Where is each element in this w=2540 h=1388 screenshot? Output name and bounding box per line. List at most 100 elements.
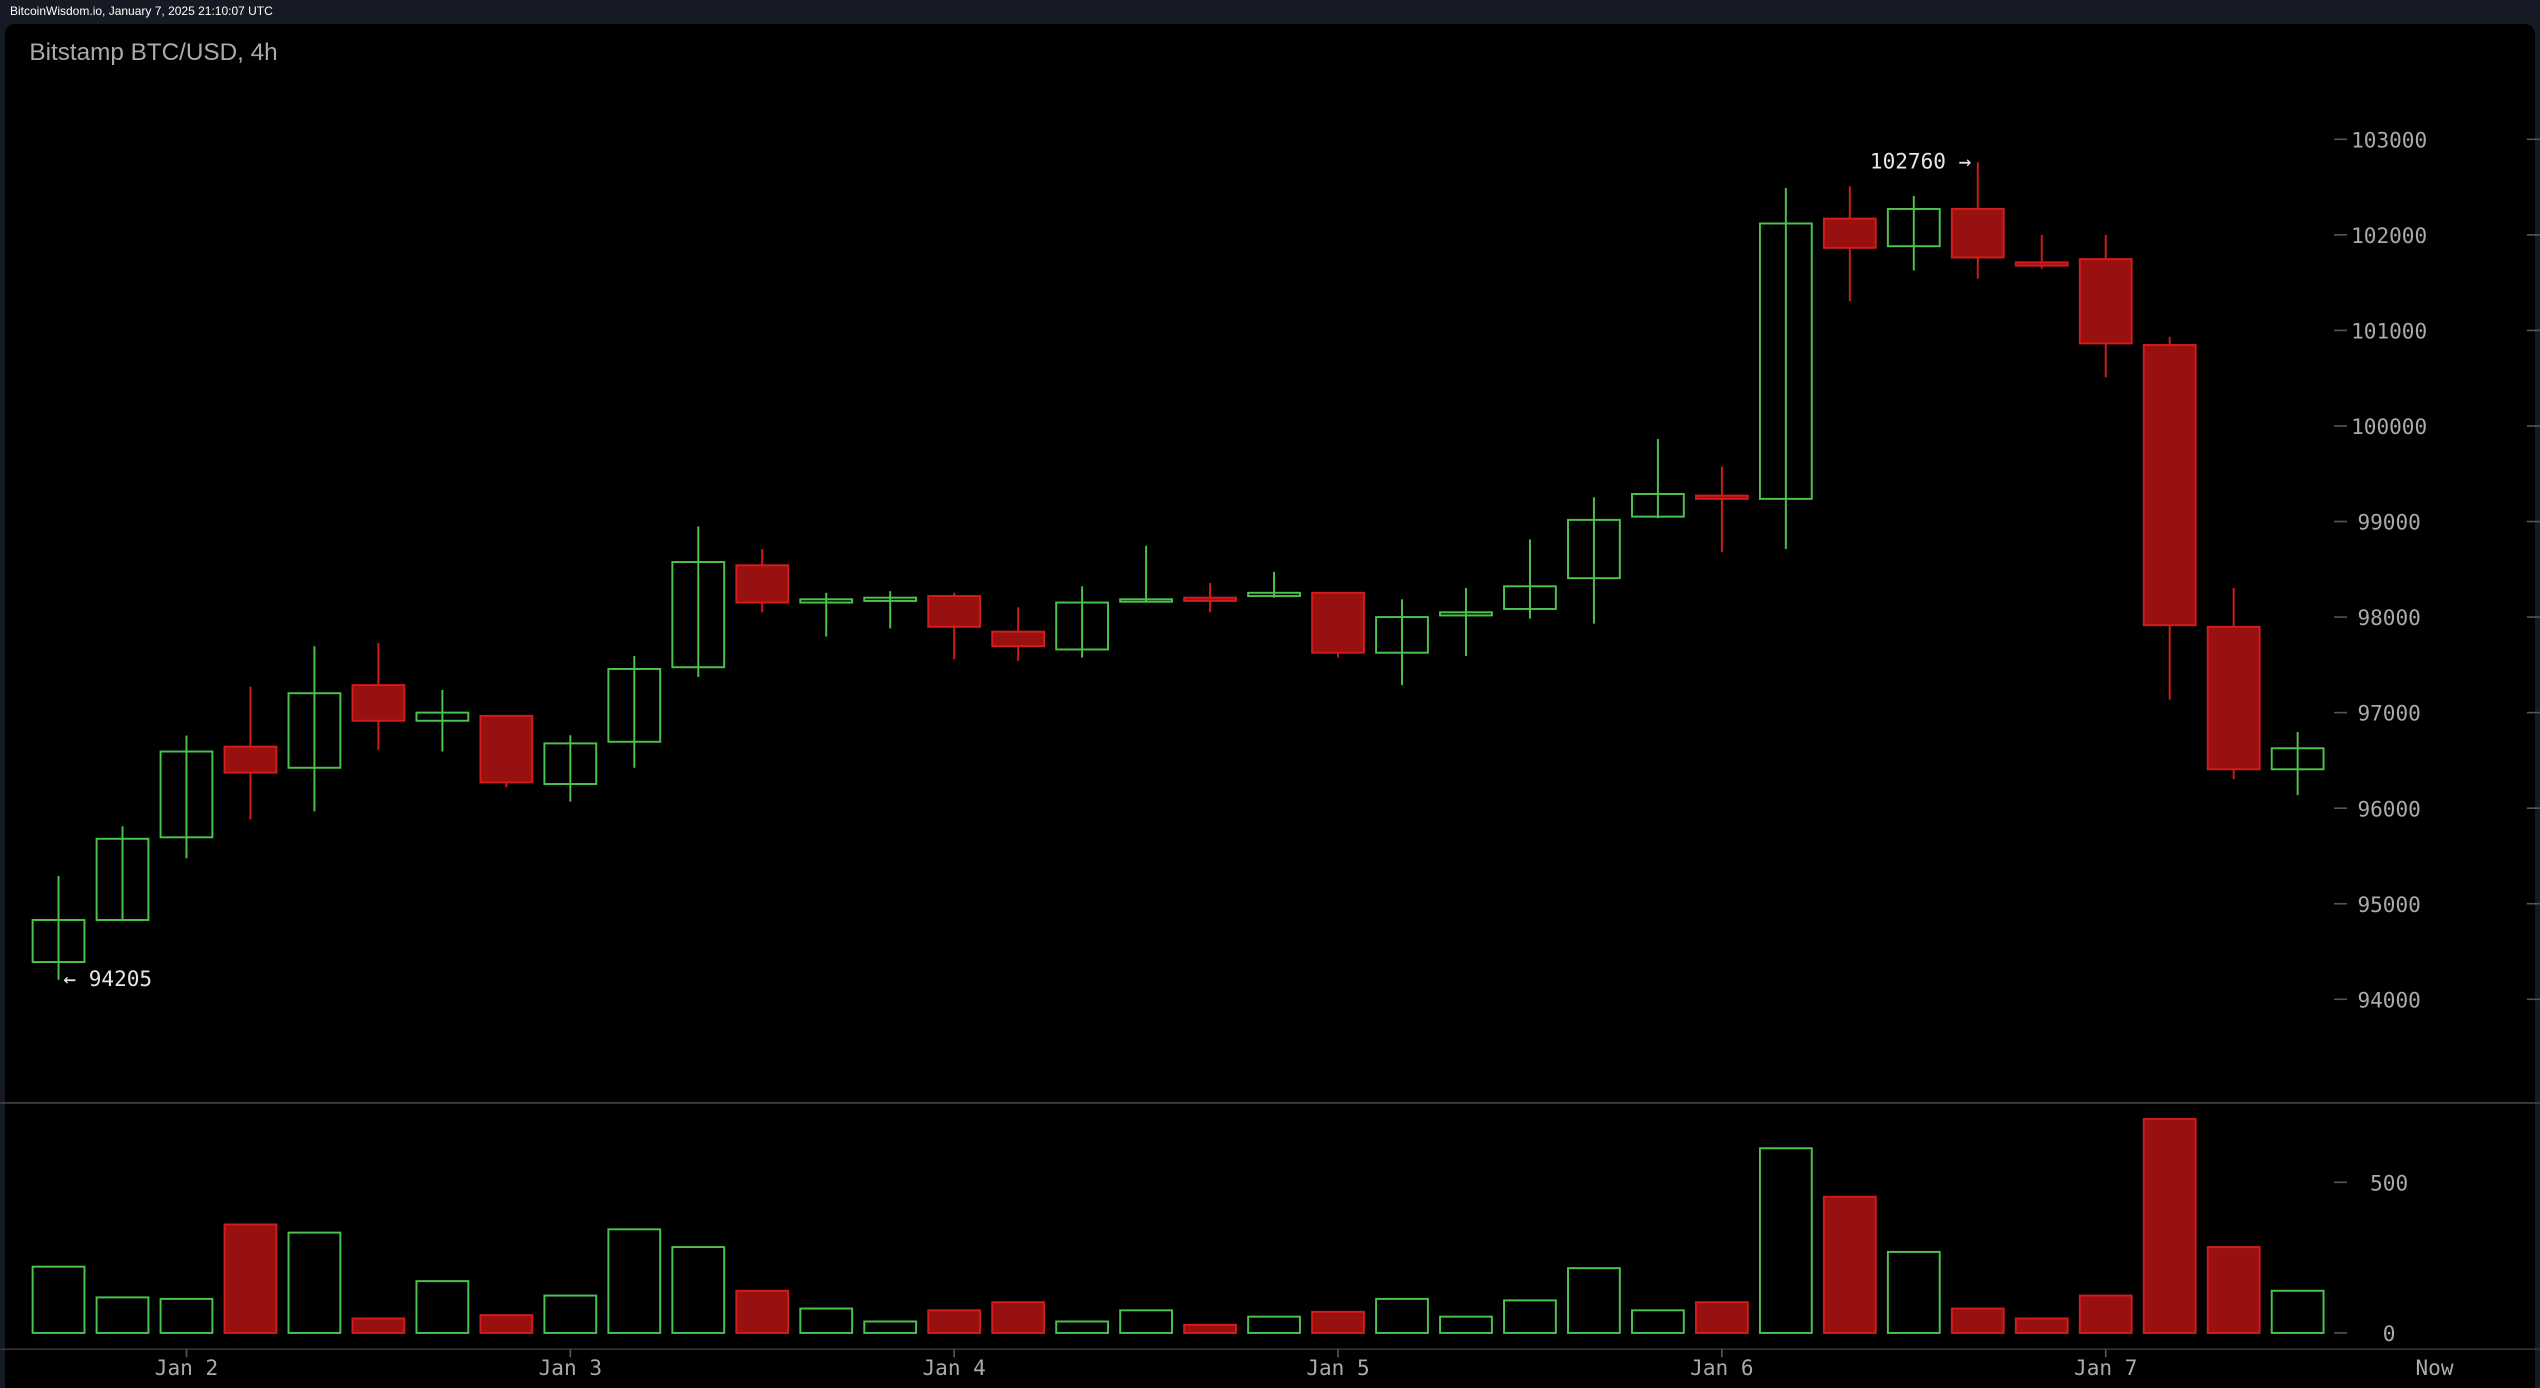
volume-bar[interactable] bbox=[223, 1223, 278, 1334]
candle[interactable] bbox=[1055, 586, 1110, 658]
candle[interactable] bbox=[2014, 234, 2069, 269]
volume-bar[interactable] bbox=[1375, 1297, 1429, 1334]
candle[interactable] bbox=[671, 526, 726, 677]
volume-bar[interactable] bbox=[735, 1289, 790, 1334]
candle[interactable] bbox=[2206, 587, 2261, 780]
candle[interactable] bbox=[351, 642, 406, 750]
volume-bar[interactable] bbox=[2206, 1246, 2261, 1334]
volume-bar[interactable] bbox=[1311, 1310, 1365, 1334]
candle[interactable] bbox=[1247, 571, 1301, 598]
candle[interactable] bbox=[1950, 162, 2005, 279]
candle[interactable] bbox=[95, 826, 150, 921]
volume-bar[interactable] bbox=[1886, 1250, 1941, 1334]
candle[interactable] bbox=[1311, 591, 1365, 658]
candle-body bbox=[2270, 747, 2325, 771]
candle[interactable] bbox=[1439, 587, 1493, 656]
candle[interactable] bbox=[1119, 545, 1173, 603]
volume-bar[interactable] bbox=[1119, 1309, 1173, 1334]
volume-bar[interactable] bbox=[287, 1231, 342, 1334]
volume-bar[interactable] bbox=[95, 1296, 150, 1334]
time-tick-label: Jan 6 bbox=[1690, 1355, 1753, 1380]
volume-bar[interactable] bbox=[31, 1265, 86, 1334]
candle[interactable] bbox=[2270, 732, 2325, 796]
price-tick-label: 99000 bbox=[2357, 510, 2420, 535]
volume-bar[interactable] bbox=[671, 1246, 726, 1334]
time-tick-label: Jan 2 bbox=[155, 1355, 218, 1380]
volume-bar[interactable] bbox=[1439, 1315, 1493, 1334]
candle[interactable] bbox=[799, 592, 854, 637]
candle[interactable] bbox=[287, 646, 342, 812]
volume-bar[interactable] bbox=[415, 1280, 470, 1334]
source-timestamp: BitcoinWisdom.io, January 7, 2025 21:10:… bbox=[10, 4, 273, 18]
volume-bar[interactable] bbox=[479, 1314, 534, 1334]
candle[interactable] bbox=[479, 714, 534, 788]
volume-bar[interactable] bbox=[2078, 1294, 2133, 1334]
candle[interactable] bbox=[2142, 336, 2197, 700]
time-tick-label: Jan 4 bbox=[922, 1355, 985, 1380]
volume-bar[interactable] bbox=[2270, 1289, 2325, 1334]
price-tick-label: 102000 bbox=[2351, 223, 2427, 248]
time-tick-label: Jan 3 bbox=[539, 1355, 602, 1380]
candle-body bbox=[991, 630, 1046, 648]
volume-bar[interactable] bbox=[1567, 1267, 1621, 1334]
volume-bar[interactable] bbox=[1758, 1147, 1813, 1334]
candle-body bbox=[287, 692, 342, 769]
time-axis: Now Jan 2 Jan 3 Jan 4 Jan 5 Jan 6 Jan 7 bbox=[155, 1349, 2454, 1380]
candle[interactable] bbox=[1375, 599, 1429, 686]
volume-bar[interactable] bbox=[2142, 1118, 2197, 1334]
price-tick-label: 96000 bbox=[2357, 796, 2420, 821]
volume-bar[interactable] bbox=[863, 1320, 918, 1334]
candle-body bbox=[1631, 493, 1685, 518]
volume-bar[interactable] bbox=[1503, 1299, 1557, 1334]
volume-bar[interactable] bbox=[1247, 1315, 1301, 1334]
candle[interactable] bbox=[543, 735, 598, 802]
time-tick-label: Jan 7 bbox=[2074, 1355, 2137, 1380]
candle-body bbox=[607, 667, 662, 743]
candle[interactable] bbox=[1822, 186, 1877, 302]
volume-bar[interactable] bbox=[1694, 1301, 1749, 1334]
volume-bar[interactable] bbox=[543, 1294, 598, 1334]
candle[interactable] bbox=[927, 592, 982, 660]
volume-bar[interactable] bbox=[351, 1317, 406, 1334]
candle[interactable] bbox=[223, 686, 278, 820]
candle-body bbox=[1055, 601, 1110, 651]
volume-bar[interactable] bbox=[799, 1307, 854, 1334]
candle[interactable] bbox=[607, 655, 662, 768]
candle[interactable] bbox=[863, 591, 918, 629]
candle[interactable] bbox=[1758, 187, 1813, 550]
volume-bar[interactable] bbox=[1183, 1323, 1237, 1334]
candle[interactable] bbox=[1503, 539, 1557, 619]
candle-body bbox=[1439, 611, 1493, 617]
candle-body bbox=[1311, 591, 1365, 654]
volume-bar[interactable] bbox=[927, 1309, 982, 1334]
candle[interactable] bbox=[1886, 195, 1941, 271]
volume-bar[interactable] bbox=[159, 1297, 214, 1334]
volume-bar[interactable] bbox=[1950, 1307, 2005, 1334]
candle[interactable] bbox=[415, 689, 470, 752]
candle-body bbox=[1183, 596, 1237, 602]
price-tick-label: 95000 bbox=[2357, 892, 2420, 917]
volume-bar[interactable] bbox=[1631, 1309, 1685, 1334]
volume-bar[interactable] bbox=[2014, 1317, 2069, 1334]
candle[interactable] bbox=[31, 876, 86, 980]
candle[interactable] bbox=[1631, 438, 1685, 519]
low-annotation: ← 94205 bbox=[63, 966, 152, 991]
candle[interactable] bbox=[735, 549, 790, 613]
candle[interactable] bbox=[991, 607, 1046, 661]
chart-title: Bitstamp BTC/USD, 4h bbox=[29, 39, 277, 66]
volume-bar[interactable] bbox=[607, 1228, 662, 1334]
volume-bar[interactable] bbox=[991, 1301, 1046, 1334]
candle[interactable] bbox=[2078, 234, 2133, 378]
volume-bar[interactable] bbox=[1055, 1320, 1110, 1334]
candle-body bbox=[31, 919, 86, 963]
candle[interactable] bbox=[159, 735, 214, 859]
candle-body bbox=[735, 564, 790, 604]
candle[interactable] bbox=[1183, 583, 1237, 613]
candle[interactable] bbox=[1567, 497, 1621, 624]
volume-tick-label: 0 bbox=[2383, 1321, 2396, 1346]
candle[interactable] bbox=[1694, 466, 1749, 553]
volume-bar[interactable] bbox=[1822, 1195, 1877, 1334]
candle-body bbox=[1375, 616, 1429, 654]
volume-axis: 0 500 bbox=[2334, 1170, 2408, 1346]
